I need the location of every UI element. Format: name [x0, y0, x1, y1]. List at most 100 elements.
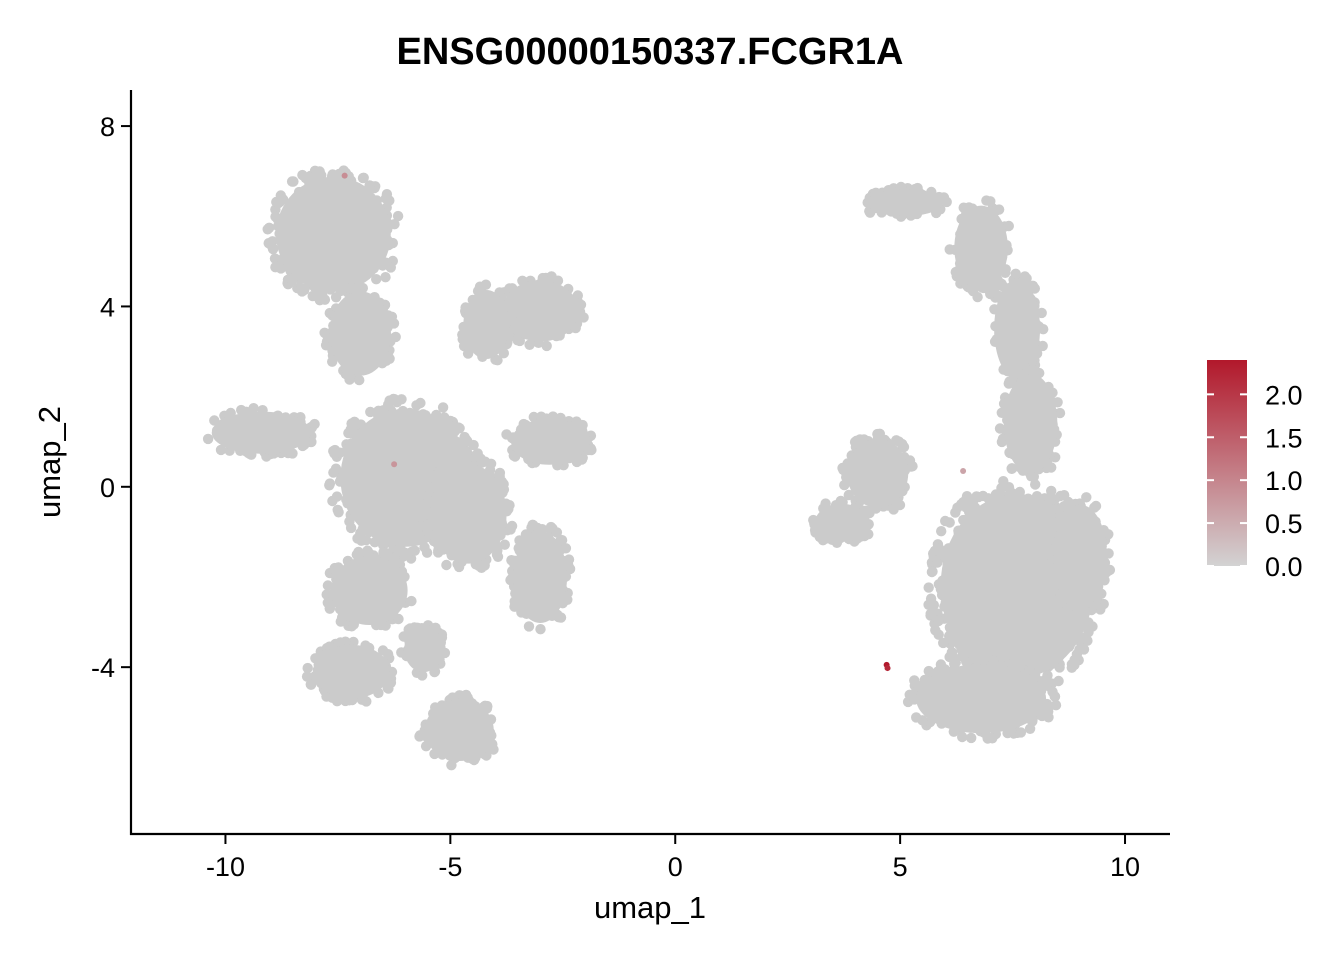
y-tick-label: 0: [100, 473, 115, 503]
cell-point: [1037, 676, 1048, 687]
cell-point: [1081, 492, 1092, 503]
cell-point: [459, 431, 470, 443]
cell-point: [839, 479, 850, 491]
cell-point: [985, 196, 996, 207]
y-axis-ticks: -4 0 4 8: [91, 112, 131, 683]
cell-point: [1082, 635, 1093, 646]
x-tick-label: -10: [206, 852, 245, 882]
colorbar-tick-label: 0.0: [1265, 552, 1303, 582]
cell-point: [1029, 283, 1041, 294]
cell-point: [421, 547, 433, 558]
x-axis-label: umap_1: [594, 890, 706, 925]
cluster-core: [276, 176, 391, 292]
cell-point: [502, 523, 514, 534]
cell-point: [441, 559, 452, 571]
cell-point: [236, 404, 247, 416]
cluster-core: [994, 279, 1041, 379]
cluster-core: [404, 626, 443, 673]
cell-point: [928, 599, 939, 611]
cell-point: [264, 222, 275, 233]
x-tick-label: 0: [668, 852, 683, 882]
expressing-cell-point: [341, 172, 348, 179]
cell-point: [361, 696, 372, 707]
x-tick-label: 10: [1110, 852, 1140, 882]
cell-point: [499, 539, 510, 550]
cell-point: [1010, 268, 1021, 279]
cell-point: [940, 515, 951, 527]
cell-point: [535, 624, 546, 635]
expressing-cell-point: [391, 461, 398, 468]
cluster-core: [954, 205, 1008, 290]
cell-point: [392, 210, 404, 222]
colorbar-legend: 0.0 0.5 1.0 1.5 2.0: [1207, 360, 1303, 582]
colorbar-ticks: 0.0 0.5 1.0 1.5 2.0: [1207, 380, 1303, 582]
colorbar-tick-label: 2.0: [1265, 380, 1303, 410]
scatter-points: [202, 165, 1116, 771]
cell-point: [263, 238, 274, 249]
cell-point: [994, 423, 1006, 434]
cell-point: [926, 609, 937, 620]
cell-point: [1069, 659, 1080, 671]
cell-point: [321, 589, 332, 600]
cluster-core: [866, 189, 943, 217]
cell-point: [335, 616, 346, 627]
cell-point: [437, 402, 449, 413]
cell-point: [322, 597, 333, 608]
cell-point: [923, 582, 934, 593]
cell-point: [402, 550, 413, 561]
cell-point: [468, 439, 479, 451]
cluster-core: [329, 291, 391, 376]
cell-point: [491, 549, 503, 560]
x-axis-ticks: -10 -5 0 5 10: [206, 834, 1140, 882]
cell-point: [422, 518, 433, 530]
cell-point: [563, 554, 575, 565]
cluster-core: [211, 411, 312, 454]
cell-point: [380, 620, 391, 631]
cell-point: [972, 291, 983, 303]
cell-point: [248, 403, 259, 414]
cell-point: [1024, 723, 1036, 734]
cell-point: [215, 444, 227, 456]
cell-point: [396, 394, 407, 405]
cell-point: [993, 204, 1005, 215]
cell-point: [385, 262, 396, 273]
cell-point: [923, 665, 934, 677]
colorbar-tick-label: 1.5: [1265, 423, 1303, 453]
cluster-core: [916, 664, 1047, 734]
cell-point: [322, 580, 334, 591]
cluster-core: [1003, 373, 1058, 474]
cell-point: [301, 671, 313, 682]
expressing-points: [341, 172, 967, 672]
cell-point: [317, 289, 328, 301]
cell-point: [360, 535, 372, 546]
cell-point: [968, 653, 979, 664]
cell-point: [1104, 564, 1116, 576]
cell-point: [365, 406, 376, 418]
cell-point: [944, 244, 955, 255]
cluster-core: [430, 464, 507, 564]
cluster-core: [463, 289, 510, 359]
cell-point: [891, 435, 902, 446]
cell-point: [998, 476, 1009, 487]
cell-point: [864, 507, 875, 519]
cell-point: [286, 275, 298, 286]
cell-point: [1030, 479, 1041, 490]
cell-point: [1013, 659, 1025, 670]
colorbar-tick-label: 1.0: [1265, 466, 1303, 496]
cell-point: [988, 655, 999, 667]
cell-point: [966, 732, 977, 744]
cluster-core: [1053, 504, 1107, 605]
cluster-core: [513, 530, 568, 623]
cell-point: [382, 649, 394, 660]
cell-point: [479, 560, 490, 571]
cell-point: [1021, 273, 1032, 284]
cell-point: [1053, 675, 1064, 687]
cell-point: [454, 690, 465, 701]
cell-point: [941, 196, 952, 208]
cell-point: [309, 418, 320, 430]
cell-point: [523, 621, 535, 632]
cell-point: [854, 434, 866, 445]
colorbar: [1207, 360, 1247, 566]
cell-point: [329, 448, 340, 459]
cell-point: [936, 526, 947, 537]
